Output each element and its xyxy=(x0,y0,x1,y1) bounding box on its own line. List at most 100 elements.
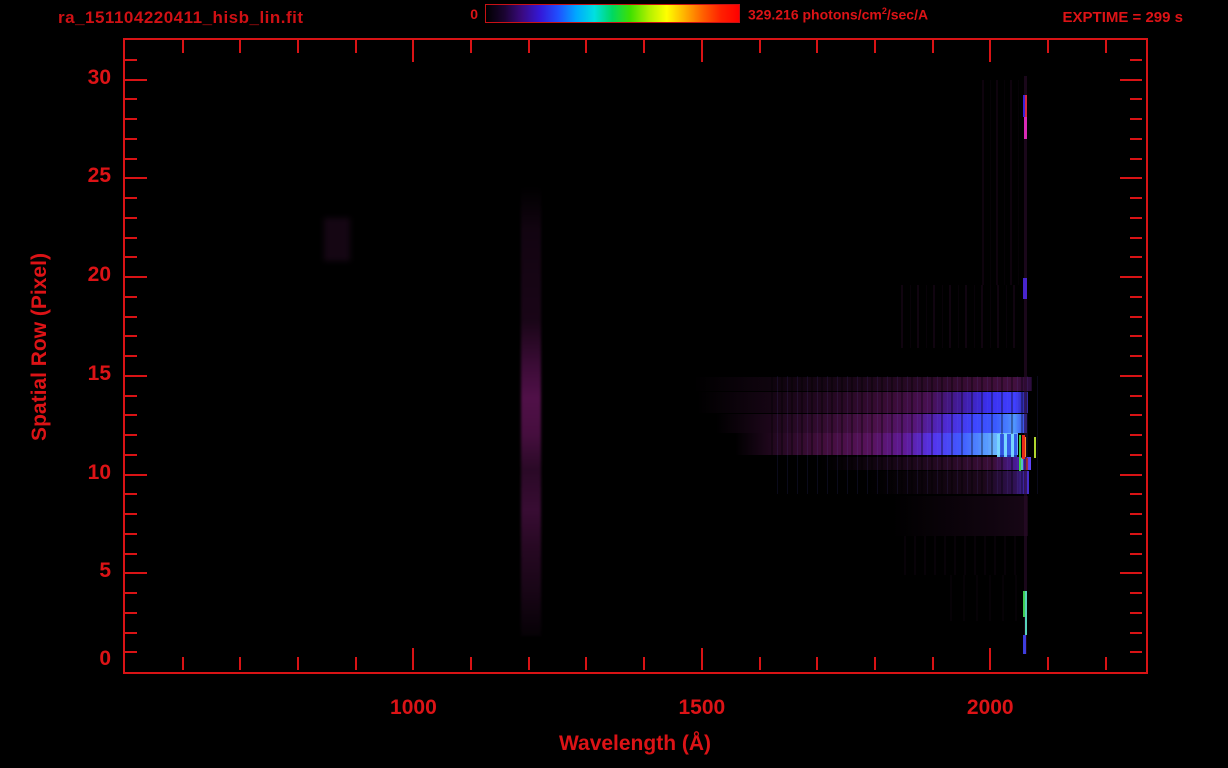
peak-red-line xyxy=(1022,435,1025,459)
peak-yellowgreen-line xyxy=(1034,437,1036,458)
tick-mark xyxy=(125,493,137,495)
tick-mark xyxy=(125,632,137,634)
tick-mark xyxy=(932,40,934,53)
tick-mark xyxy=(585,657,587,670)
emission-line-base xyxy=(1023,75,1028,655)
tick-mark xyxy=(874,40,876,53)
tick-mark xyxy=(1130,395,1142,397)
tick-mark xyxy=(1130,355,1142,357)
y-tick-label: 5 xyxy=(99,559,111,583)
spectrum-band-row13 xyxy=(697,391,1028,414)
tick-mark xyxy=(701,648,703,670)
tick-mark xyxy=(125,276,147,278)
tick-mark xyxy=(1130,592,1142,594)
spectrum-band-row9 xyxy=(869,471,1030,495)
tick-mark xyxy=(125,296,137,298)
y-tick-label: 30 xyxy=(87,65,111,89)
tick-mark xyxy=(125,553,137,555)
tick-mark xyxy=(759,40,761,53)
tick-mark xyxy=(874,657,876,670)
tick-mark xyxy=(125,434,137,436)
tick-mark xyxy=(297,657,299,670)
tick-mark xyxy=(1130,493,1142,495)
tick-mark xyxy=(1047,657,1049,670)
x-tick-label: 2000 xyxy=(966,696,1014,719)
spectrum-band-row10 xyxy=(820,456,1031,471)
tick-mark xyxy=(1130,513,1142,515)
x-tick-label: 1000 xyxy=(390,696,437,719)
tick-mark xyxy=(759,657,761,670)
tick-mark xyxy=(239,40,241,53)
faint-blob xyxy=(324,217,350,262)
colorbar-max-superscript: 2 xyxy=(881,6,887,16)
spectrogram-plot xyxy=(123,38,1148,674)
tick-mark xyxy=(528,40,530,53)
x-tick-label: 1500 xyxy=(678,696,726,719)
y-tick-label: 0 xyxy=(99,647,111,670)
spectrogram-image xyxy=(125,40,1146,672)
tick-mark xyxy=(182,657,184,670)
tick-mark xyxy=(470,657,472,670)
tick-mark xyxy=(643,40,645,53)
tick-mark xyxy=(125,612,137,614)
tick-mark xyxy=(1130,217,1142,219)
peak-cyan-stripes xyxy=(997,434,1017,457)
tick-mark xyxy=(125,335,137,337)
tick-mark xyxy=(125,533,137,535)
tick-mark xyxy=(412,648,414,670)
tick-mark xyxy=(412,40,414,62)
tick-mark xyxy=(1130,197,1142,199)
tick-mark xyxy=(1130,612,1142,614)
tick-mark xyxy=(1130,632,1142,634)
spectrum-band-row14 xyxy=(693,376,1032,392)
knot-blue-row28 xyxy=(1023,95,1025,117)
knot-blue-row19 xyxy=(1023,278,1027,299)
y-tick-label: 15 xyxy=(87,361,111,385)
tick-mark xyxy=(125,592,137,594)
tick-mark xyxy=(932,657,934,670)
tick-mark xyxy=(355,40,357,53)
spectrum-striations xyxy=(771,375,1038,495)
tick-mark xyxy=(125,395,137,397)
tick-mark xyxy=(125,651,137,653)
tick-mark xyxy=(125,256,137,258)
knot-red-row28 xyxy=(1025,95,1028,117)
tick-mark xyxy=(125,375,147,377)
upper-right-striations xyxy=(981,79,1023,285)
tick-mark xyxy=(125,513,137,515)
file-title: ra_151104220411_hisb_lin.fit xyxy=(58,8,304,27)
tick-mark xyxy=(1047,40,1049,53)
tick-mark xyxy=(1120,572,1142,574)
tick-mark xyxy=(643,657,645,670)
tick-mark xyxy=(1130,59,1142,61)
tick-mark xyxy=(125,98,137,100)
tick-mark xyxy=(470,40,472,53)
tick-mark xyxy=(297,40,299,53)
tick-mark xyxy=(1130,454,1142,456)
tick-mark xyxy=(1105,657,1107,670)
tick-mark xyxy=(1120,474,1142,476)
tick-mark xyxy=(125,79,147,81)
tick-mark xyxy=(1130,533,1142,535)
knot-blue-row1 xyxy=(1022,634,1027,655)
tick-mark xyxy=(585,40,587,53)
tick-mark xyxy=(125,454,137,456)
exptime-label: EXPTIME = 299 s xyxy=(1062,9,1183,26)
tick-mark xyxy=(1130,118,1142,120)
tick-mark xyxy=(125,197,137,199)
tick-mark xyxy=(1130,553,1142,555)
tick-mark xyxy=(125,158,137,160)
y-tick-label: 10 xyxy=(87,460,111,484)
tick-mark xyxy=(1130,434,1142,436)
tick-mark xyxy=(125,217,137,219)
tick-mark xyxy=(239,657,241,670)
tick-mark xyxy=(1130,335,1142,337)
tick-mark xyxy=(1130,414,1142,416)
tick-mark xyxy=(701,40,703,62)
tick-mark xyxy=(125,59,137,61)
colorbar-max-label: 329.216 photons/cm2/sec/A xyxy=(748,6,928,23)
peak-darkred-line xyxy=(1026,457,1029,471)
lower-striations xyxy=(903,535,1023,576)
lower-sparse-striations xyxy=(949,575,1022,621)
tick-mark xyxy=(1120,177,1142,179)
